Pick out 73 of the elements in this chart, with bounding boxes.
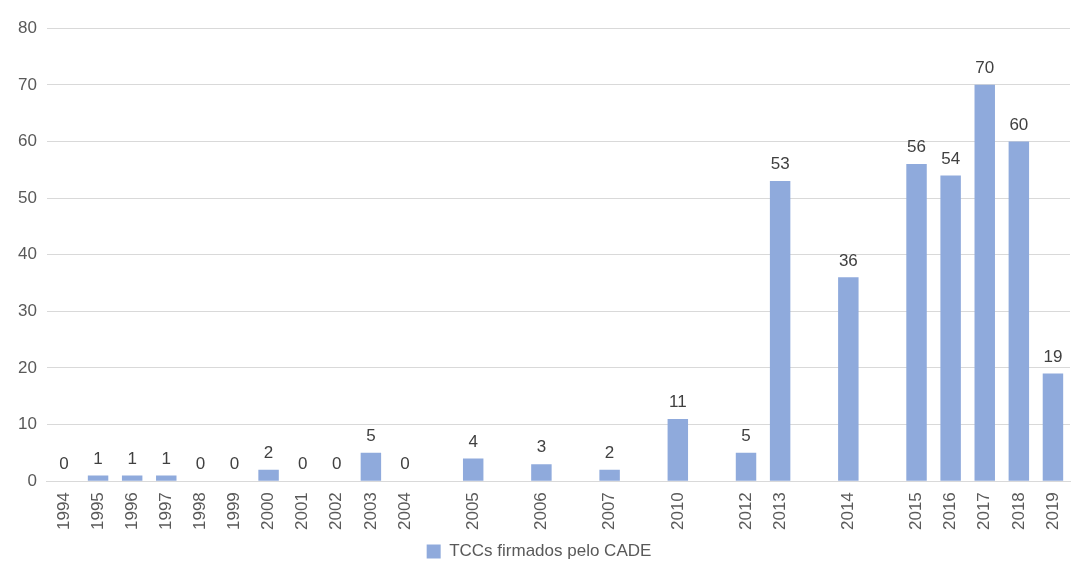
bar (940, 175, 961, 481)
x-tick-label: 2006 (531, 492, 551, 531)
x-tick-label: 2004 (394, 492, 414, 531)
data-label: 1 (161, 448, 171, 468)
x-tick-label: 2000 (258, 492, 278, 531)
data-label: 54 (941, 148, 961, 168)
data-label: 0 (229, 454, 240, 474)
x-tick-label: 1998 (190, 492, 210, 531)
x-tick-label: 2003 (360, 492, 380, 531)
data-label: 2 (263, 443, 274, 463)
y-tick-label: 60 (17, 131, 37, 151)
data-label: 19 (1043, 346, 1063, 366)
data-label: 1 (127, 448, 137, 468)
y-tick-label: 20 (17, 357, 37, 377)
data-label: 11 (668, 392, 687, 412)
data-label: 5 (741, 426, 751, 446)
data-label: 5 (366, 426, 376, 446)
data-label: 3 (536, 437, 547, 457)
y-tick-label: 50 (17, 187, 37, 207)
bar (531, 464, 552, 481)
legend-label: TCCs firmados pelo CADE (449, 541, 652, 561)
x-tick-label: 2015 (906, 492, 926, 531)
y-tick-label: 40 (17, 244, 37, 264)
bar (1042, 373, 1064, 481)
x-tick-label: 2001 (292, 492, 312, 531)
x-tick-label: 2007 (599, 492, 619, 531)
data-label: 1 (93, 448, 103, 468)
bar (667, 418, 689, 481)
data-label: 36 (838, 250, 858, 270)
bar (462, 458, 484, 481)
x-tick-label: 2016 (940, 492, 960, 531)
data-label: 0 (59, 454, 69, 474)
bar (906, 164, 927, 481)
data-label: 0 (195, 454, 206, 474)
x-tick-label: 1994 (53, 492, 73, 531)
bar (974, 84, 995, 481)
x-tick-label: 1997 (155, 492, 175, 531)
data-label: 4 (468, 431, 478, 451)
bar (121, 475, 143, 481)
data-label: 53 (770, 154, 790, 174)
y-tick-label: 80 (17, 17, 37, 37)
data-label: 60 (1009, 114, 1029, 134)
y-tick-label: 0 (27, 470, 37, 490)
x-tick-label: 2005 (462, 492, 482, 531)
x-tick-label: 1995 (87, 492, 107, 531)
data-label: 0 (332, 454, 342, 474)
data-label: 2 (604, 443, 615, 463)
data-label: 56 (907, 137, 926, 157)
x-tick-label: 1999 (224, 492, 244, 531)
bar (87, 475, 109, 481)
data-label: 70 (975, 58, 995, 78)
x-tick-label: 2013 (769, 492, 789, 531)
bar (838, 277, 859, 481)
data-label: 0 (400, 454, 410, 474)
y-tick-label: 10 (17, 414, 37, 434)
x-tick-label: 2010 (667, 492, 687, 531)
y-tick-label: 70 (17, 74, 37, 94)
bar (360, 452, 382, 481)
data-label: 0 (297, 454, 308, 474)
x-tick-label: 2012 (735, 492, 755, 531)
x-tick-label: 2018 (1008, 492, 1028, 531)
bar (735, 452, 757, 481)
x-tick-label: 1996 (121, 492, 141, 531)
x-tick-label: 2017 (974, 492, 994, 531)
bar (258, 469, 279, 481)
bar (1008, 141, 1030, 481)
bar (599, 469, 620, 481)
bar (156, 475, 177, 481)
x-tick-label: 2019 (1042, 492, 1062, 531)
x-tick-label: 2014 (838, 492, 858, 531)
bar (769, 181, 791, 481)
y-tick-label: 30 (17, 301, 37, 320)
x-tick-label: 2002 (326, 492, 346, 531)
